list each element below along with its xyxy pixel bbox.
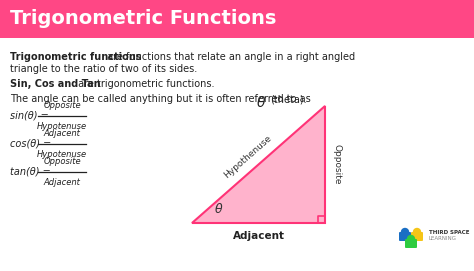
Text: Opposite: Opposite	[332, 144, 341, 185]
Text: are functions that relate an angle in a right angled: are functions that relate an angle in a …	[104, 52, 355, 62]
Text: THIRD SPACE: THIRD SPACE	[429, 231, 470, 235]
Text: Trigonometric functions: Trigonometric functions	[10, 52, 142, 62]
Text: Opposite: Opposite	[43, 157, 81, 166]
Text: Hypotenuse: Hypotenuse	[37, 122, 87, 131]
Text: Sin, Cos and Tan: Sin, Cos and Tan	[10, 79, 100, 89]
FancyBboxPatch shape	[405, 239, 417, 248]
Circle shape	[401, 228, 409, 235]
Text: Hypothenuse: Hypothenuse	[222, 134, 273, 180]
FancyBboxPatch shape	[0, 0, 474, 38]
Text: Hypotenuse: Hypotenuse	[37, 150, 87, 159]
FancyBboxPatch shape	[411, 232, 423, 241]
Text: Adjacent: Adjacent	[233, 231, 284, 241]
Text: tan(θ) =: tan(θ) =	[10, 167, 51, 177]
Text: LEARNING: LEARNING	[429, 237, 457, 241]
Text: Opposite: Opposite	[43, 101, 81, 110]
Text: Adjacent: Adjacent	[44, 178, 81, 187]
Text: The angle can be called anything but it is often referred to as: The angle can be called anything but it …	[10, 95, 311, 105]
Text: Adjacent: Adjacent	[44, 129, 81, 138]
Text: $\theta$: $\theta$	[214, 202, 223, 216]
Text: sin(θ) =: sin(θ) =	[10, 111, 49, 121]
Circle shape	[413, 228, 420, 235]
Circle shape	[408, 235, 414, 243]
Text: triangle to the ratio of two of its sides.: triangle to the ratio of two of its side…	[10, 63, 197, 73]
FancyBboxPatch shape	[399, 232, 411, 241]
Text: cos(θ) =: cos(θ) =	[10, 139, 51, 149]
Text: (theta).: (theta).	[271, 95, 307, 105]
Polygon shape	[192, 106, 325, 223]
Text: $\theta$: $\theta$	[256, 95, 267, 110]
Text: are trigonometric functions.: are trigonometric functions.	[75, 79, 215, 89]
Text: Trigonometric Functions: Trigonometric Functions	[10, 9, 276, 28]
